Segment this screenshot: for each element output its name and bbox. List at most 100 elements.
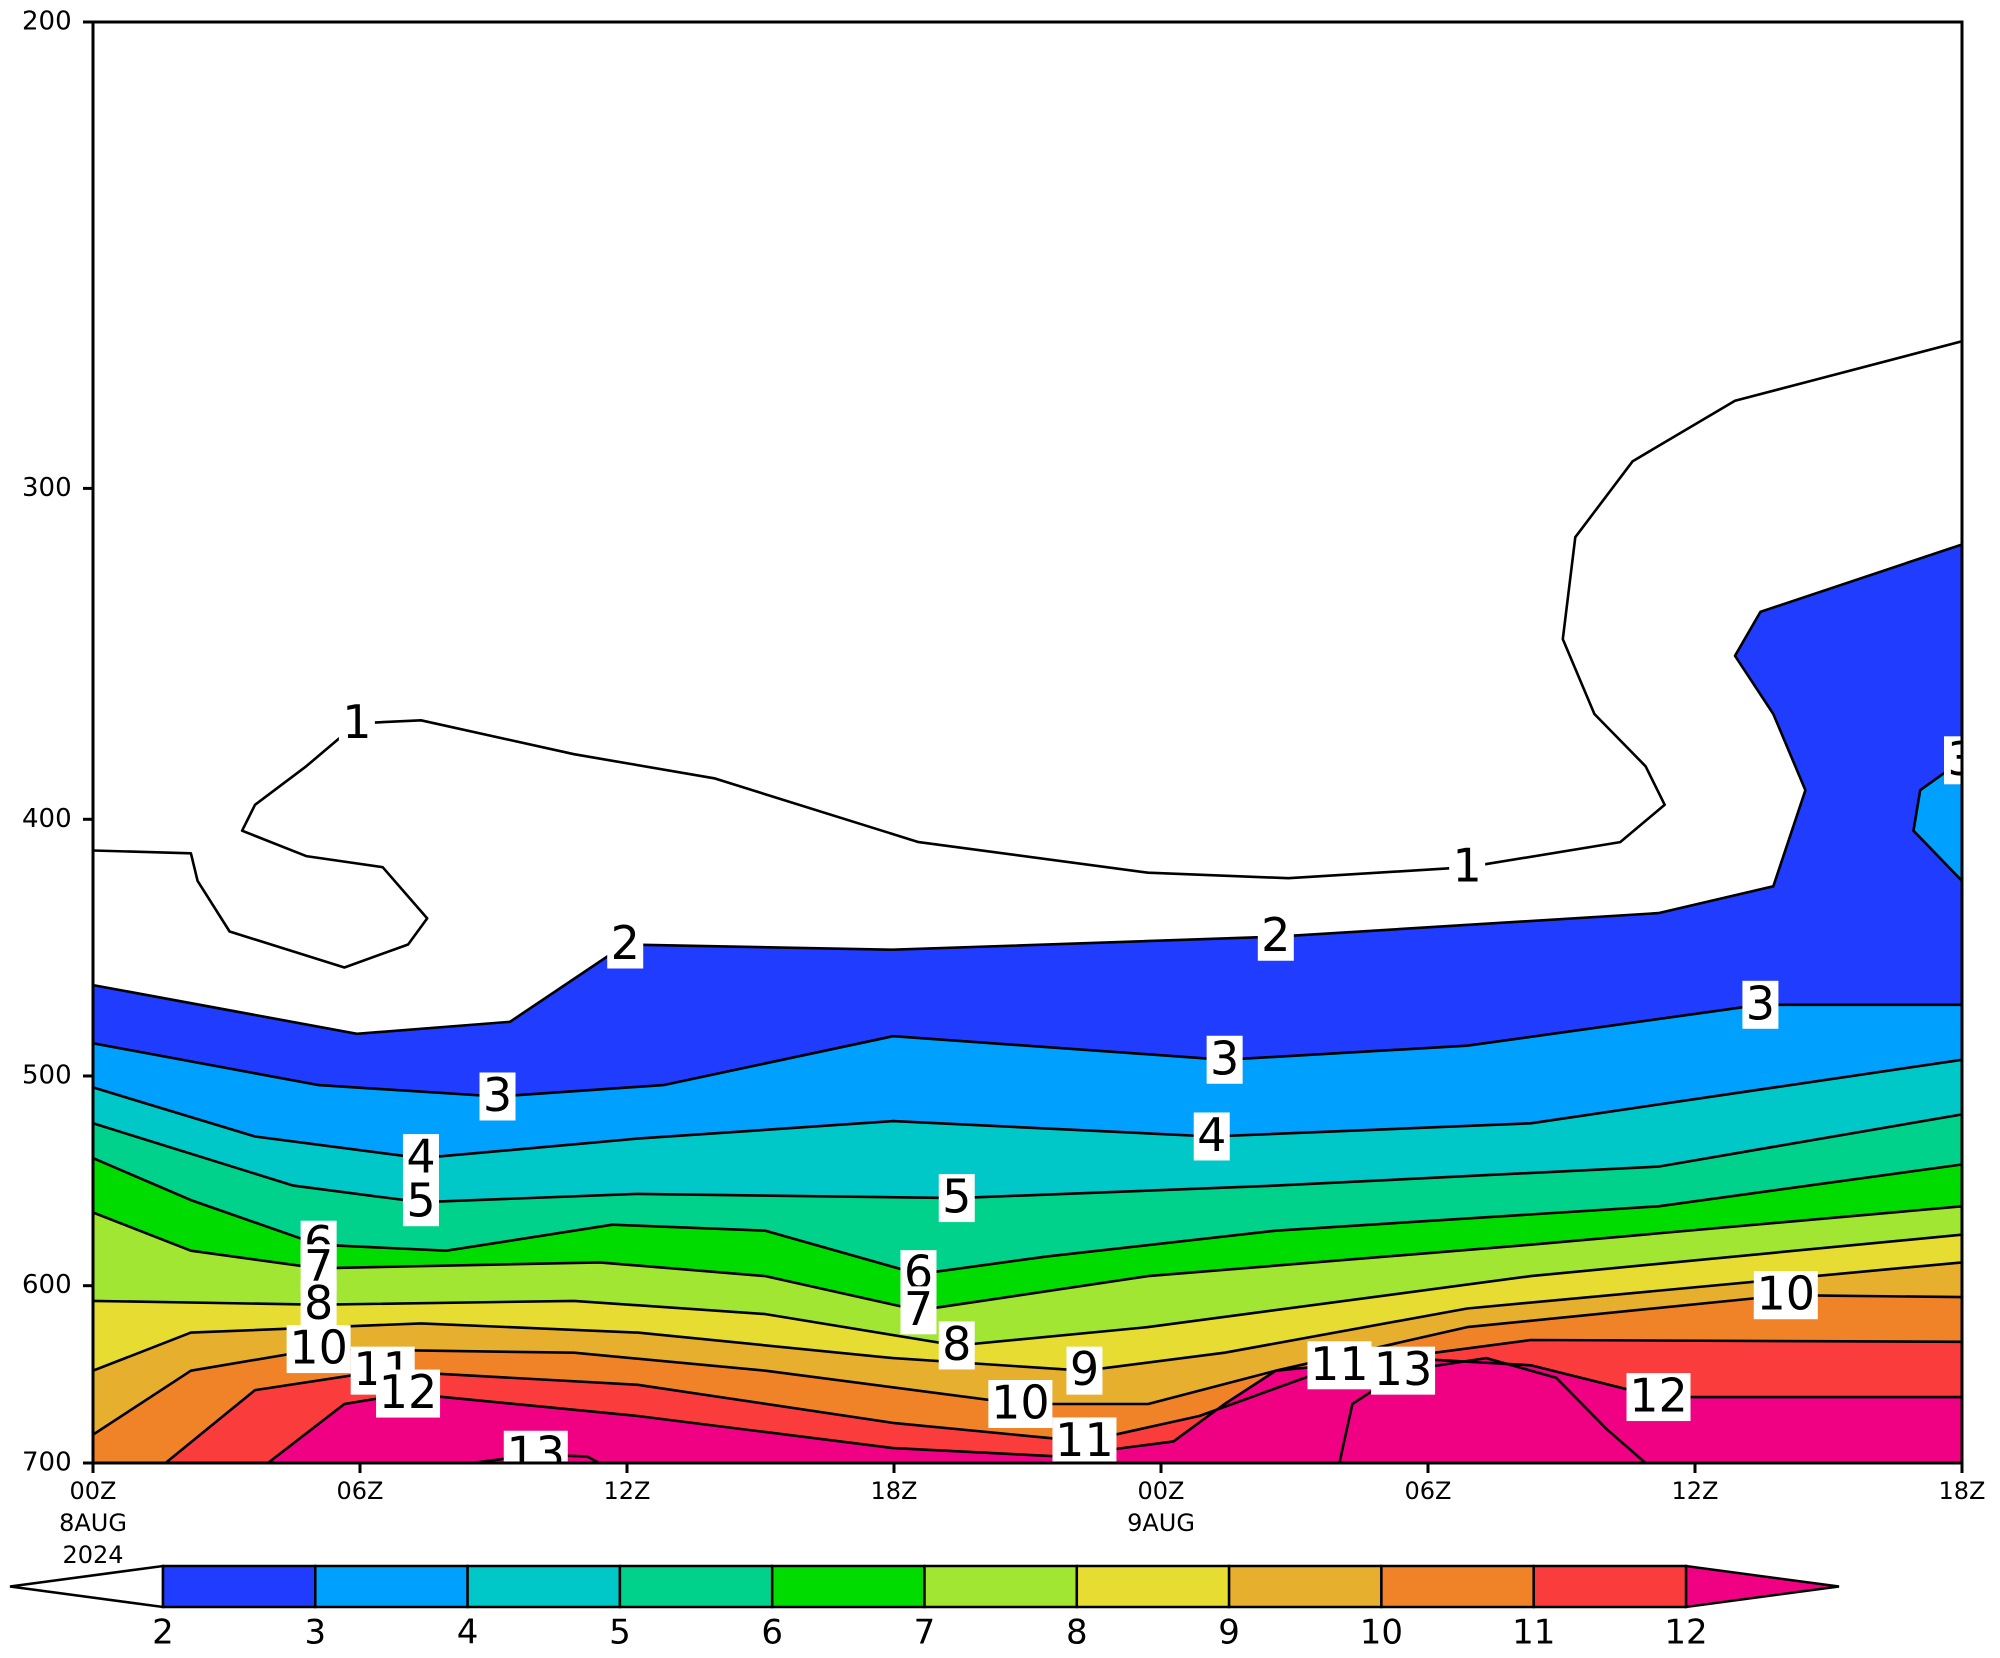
contour-line <box>93 1205 1962 1312</box>
contour-label: 10 <box>1757 1267 1816 1321</box>
colorbar-label: 5 <box>609 1613 631 1653</box>
plot-frame <box>91 20 1964 1465</box>
contour-label-box <box>338 699 375 748</box>
contour-line <box>93 340 1962 969</box>
contour-lines <box>93 340 1962 1463</box>
contour-label-box <box>900 1286 937 1335</box>
colorbar-bin <box>770 1564 926 1609</box>
contour-label-box <box>1449 843 1486 892</box>
contour-label-box <box>402 1134 439 1183</box>
contour-label: 12 <box>1629 1369 1688 1423</box>
contour-label-box <box>607 920 644 969</box>
contour-label-box <box>1257 912 1294 961</box>
x-date-label: 2024 <box>62 1541 123 1569</box>
colorbar-bin <box>314 1564 469 1609</box>
contour-label: 11 <box>1055 1413 1114 1467</box>
x-tick-label: 18Z <box>871 1477 918 1505</box>
contour-label-box <box>300 1280 337 1329</box>
contour-line <box>1912 759 1962 882</box>
contour-line <box>93 1156 1962 1276</box>
x-tick-label: 06Z <box>337 1477 384 1505</box>
contour-label: 10 <box>991 1375 1050 1429</box>
contour-line <box>93 1233 1962 1347</box>
contour-label: 2 <box>611 916 640 970</box>
x-date-label: 9AUG <box>1127 1509 1195 1537</box>
colorbar-bin <box>923 1564 1079 1609</box>
contour-label-box <box>1066 1346 1103 1395</box>
colorbar-label: 12 <box>1664 1613 1707 1653</box>
colorbar-label: 7 <box>914 1613 936 1653</box>
contour-line <box>93 1261 1962 1372</box>
contour-label: 7 <box>904 1282 933 1336</box>
colorbar-label: 10 <box>1360 1613 1403 1653</box>
contour-label: 11 <box>1310 1337 1369 1391</box>
contour-label: 5 <box>942 1170 971 1224</box>
contour-label: 3 <box>1210 1031 1239 1085</box>
contour-line <box>93 1058 1962 1160</box>
y-tick-label: 500 <box>22 1060 72 1090</box>
contour-label: 1 <box>342 695 371 749</box>
colorbar-bin <box>1380 1564 1535 1609</box>
contour-label-box <box>1193 1112 1230 1161</box>
contour-label: 5 <box>406 1174 435 1228</box>
contour-label: 12 <box>379 1365 438 1419</box>
contour-label: 8 <box>942 1317 971 1371</box>
contour-label: 2 <box>1261 908 1290 962</box>
colorbar: 2 3 4 5 6 7 8 9 10 11 12 <box>9 1564 1840 1653</box>
x-tick-label: 00Z <box>1138 1477 1185 1505</box>
x-tick-label: 00Z <box>70 1477 117 1505</box>
colorbar-bin <box>618 1564 774 1609</box>
y-tick-label: 400 <box>22 804 72 834</box>
colorbar-label: 6 <box>761 1613 783 1653</box>
x-tick-label: 18Z <box>1939 1477 1986 1505</box>
contour-label: 3 <box>1947 732 1976 786</box>
contour-label-box <box>1753 1271 1818 1320</box>
x-tick-label: 06Z <box>1405 1477 1452 1505</box>
colorbar-label: 2 <box>152 1613 174 1653</box>
colorbar-bin <box>1227 1564 1383 1609</box>
contour-line <box>93 1113 1962 1204</box>
contour-line <box>1338 1356 1647 1463</box>
colorbar-label: 11 <box>1512 1613 1555 1653</box>
contour-label: 8 <box>304 1276 333 1330</box>
y-tick-label: 700 <box>22 1448 72 1478</box>
colorbar-label: 9 <box>1218 1613 1240 1653</box>
colorbar-label: 4 <box>457 1613 479 1653</box>
y-tick-label: 200 <box>22 7 72 37</box>
x-date-label: 8AUG <box>59 1509 127 1537</box>
colorbar-label: 3 <box>304 1613 326 1653</box>
contour-label: 13 <box>1374 1342 1433 1396</box>
y-tick-label: 600 <box>22 1270 72 1300</box>
contour-label: 10 <box>289 1321 348 1375</box>
contour-label-box <box>938 1174 975 1223</box>
contour-label-box <box>1052 1417 1117 1463</box>
contour-label: 13 <box>507 1426 566 1480</box>
contour-line <box>164 1338 1962 1463</box>
contour-label: 4 <box>406 1130 435 1184</box>
contour-fill <box>1913 760 1962 1463</box>
contour-label: 4 <box>1197 1108 1226 1162</box>
contour-line <box>93 1003 1962 1098</box>
contour-label: 9 <box>1070 1342 1099 1396</box>
colorbar-bin <box>1532 1564 1688 1609</box>
y-tick-label: 300 <box>22 473 72 503</box>
x-tick-label: 12Z <box>1672 1477 1719 1505</box>
contour-label-box <box>376 1369 441 1418</box>
contour-label: 3 <box>483 1068 512 1122</box>
contour-label-box <box>1206 1035 1243 1084</box>
colorbar-bin <box>466 1564 622 1609</box>
contour-label-box <box>988 1379 1053 1428</box>
contour-label: 3 <box>1746 976 1775 1030</box>
contour-line <box>93 543 1962 1036</box>
colorbar-bin <box>161 1564 317 1609</box>
contour-label-box <box>1626 1373 1691 1422</box>
contour-label-box <box>1371 1346 1436 1395</box>
contour-label-box <box>286 1325 351 1374</box>
contour-label-box <box>938 1321 975 1370</box>
contour-label-box <box>1307 1341 1372 1390</box>
contour-label-box <box>1742 980 1779 1029</box>
colorbar-under <box>9 1564 165 1609</box>
contour-label-box <box>1944 736 1962 785</box>
